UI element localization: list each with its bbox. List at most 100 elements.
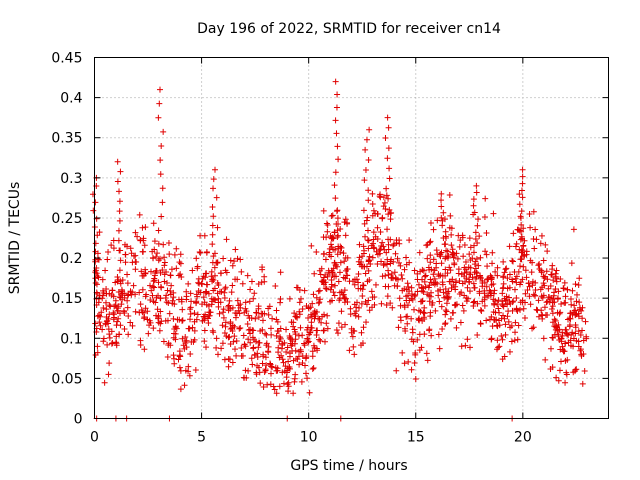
data-point — [373, 248, 380, 255]
data-point — [251, 290, 258, 297]
data-point — [124, 280, 131, 287]
data-point — [492, 268, 499, 275]
data-point — [560, 285, 567, 292]
data-point — [532, 292, 539, 299]
data-point — [304, 335, 311, 342]
data-point — [150, 283, 157, 290]
data-point — [238, 345, 245, 352]
data-point — [124, 271, 131, 278]
data-point — [292, 371, 299, 378]
data-point — [172, 336, 179, 343]
data-point — [209, 327, 216, 334]
data-point — [108, 292, 115, 299]
data-point — [494, 337, 501, 344]
data-point — [232, 310, 239, 317]
data-point — [378, 258, 385, 265]
data-point — [338, 244, 345, 251]
data-point — [336, 269, 343, 276]
data-point — [334, 143, 341, 150]
data-point — [512, 275, 519, 282]
data-point — [232, 246, 239, 253]
data-point — [310, 291, 317, 298]
data-point — [150, 298, 157, 305]
data-point — [555, 321, 562, 328]
data-point — [454, 255, 461, 262]
data-point — [316, 267, 323, 274]
data-point — [579, 380, 586, 387]
data-point — [411, 267, 418, 274]
data-point — [356, 241, 363, 248]
data-point — [155, 257, 162, 264]
data-point — [299, 305, 306, 312]
data-point — [201, 314, 208, 321]
data-point — [264, 381, 271, 388]
data-point — [315, 288, 322, 295]
data-point — [147, 297, 154, 304]
data-point — [341, 287, 348, 294]
data-point — [106, 334, 113, 341]
data-point — [414, 336, 421, 343]
data-point — [344, 266, 351, 273]
data-point — [219, 340, 226, 347]
data-point — [292, 313, 299, 320]
data-point — [471, 284, 478, 291]
data-point — [383, 302, 390, 309]
data-point — [226, 333, 233, 340]
data-point — [157, 295, 164, 302]
data-point — [425, 284, 432, 291]
data-point — [245, 367, 252, 374]
data-point — [150, 255, 157, 262]
data-point — [516, 227, 523, 234]
data-point — [319, 313, 326, 320]
data-point — [421, 316, 428, 323]
data-point — [136, 211, 143, 218]
data-point — [331, 229, 338, 236]
data-point — [331, 259, 338, 266]
data-point — [531, 245, 538, 252]
data-point — [268, 331, 275, 338]
data-point — [483, 283, 490, 290]
data-point — [379, 215, 386, 222]
data-point — [387, 260, 394, 267]
data-point — [104, 256, 111, 263]
data-point — [385, 271, 392, 278]
data-point — [113, 322, 120, 329]
data-point — [280, 380, 287, 387]
data-point — [475, 216, 482, 223]
data-point — [377, 191, 384, 198]
data-point — [474, 300, 481, 307]
data-point — [241, 341, 248, 348]
data-point — [557, 275, 564, 282]
data-point — [209, 259, 216, 266]
x-tick-label: 20 — [514, 430, 532, 446]
data-point — [183, 337, 190, 344]
data-point — [578, 352, 585, 359]
data-point — [330, 265, 337, 272]
data-point — [435, 271, 442, 278]
data-point — [250, 345, 257, 352]
data-point — [166, 251, 173, 258]
data-point — [324, 228, 331, 235]
data-point — [92, 248, 99, 255]
data-point — [216, 310, 223, 317]
data-point — [511, 286, 518, 293]
data-point — [269, 364, 276, 371]
data-point — [381, 199, 388, 206]
data-point — [364, 237, 371, 244]
data-point — [114, 178, 121, 185]
data-point — [361, 220, 368, 227]
data-point — [228, 289, 235, 296]
data-point — [351, 281, 358, 288]
data-point — [151, 284, 158, 291]
data-point — [302, 370, 309, 377]
data-point — [267, 360, 274, 367]
data-point — [529, 325, 536, 332]
data-point — [564, 331, 571, 338]
data-point — [396, 259, 403, 266]
data-point — [322, 271, 329, 278]
data-point — [393, 275, 400, 282]
data-point — [567, 296, 574, 303]
data-point — [172, 330, 179, 337]
data-point — [401, 266, 408, 273]
data-point — [386, 175, 393, 182]
